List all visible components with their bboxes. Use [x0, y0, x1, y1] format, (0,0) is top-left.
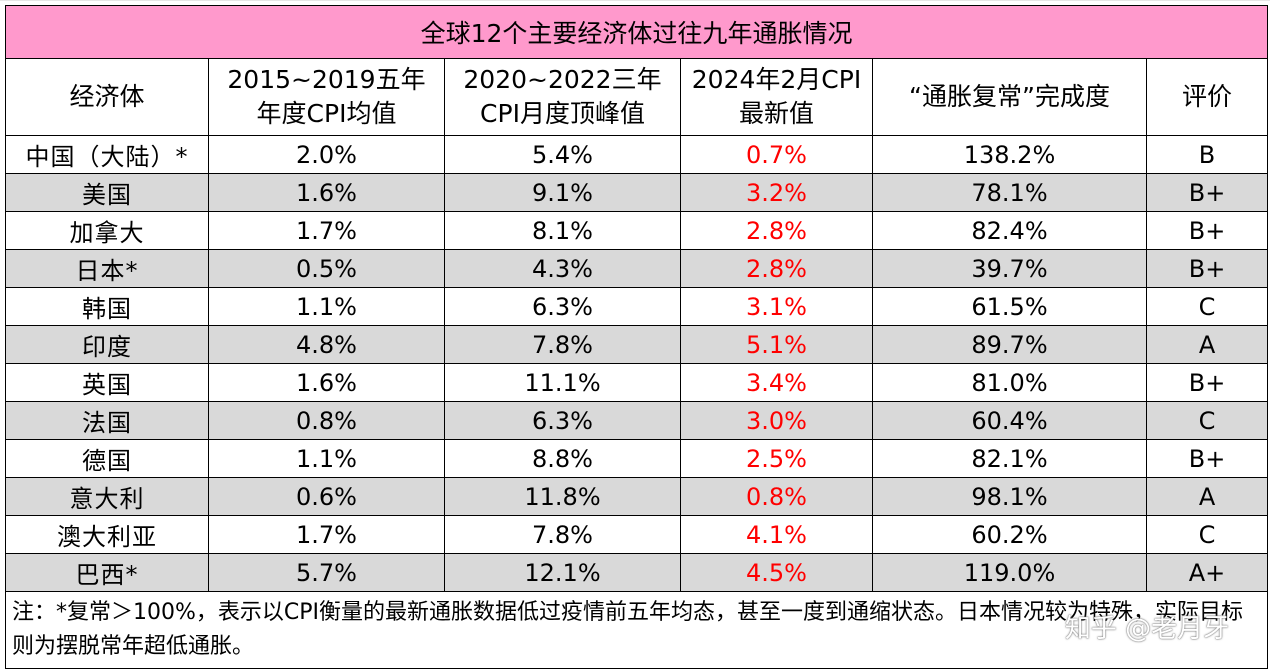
cell-completion: 60.2% [872, 515, 1147, 554]
cell-completion: 119.0% [872, 553, 1147, 592]
cell-latest-cpi: 3.0% [680, 401, 873, 440]
cell-grade: A [1145, 477, 1269, 516]
cell-grade: B+ [1145, 363, 1269, 402]
cell-avg-cpi: 0.6% [208, 477, 445, 516]
table-row: 加拿大 1.7% 8.1% 2.8% 82.4% B+ [5, 211, 1269, 250]
cell-grade: B+ [1145, 173, 1269, 212]
table-row: 印度 4.8% 7.8% 5.1% 89.7% A [5, 325, 1269, 364]
cell-avg-cpi: 1.6% [208, 173, 445, 212]
cell-avg-cpi: 1.7% [208, 515, 445, 554]
cell-economy: 印度 [5, 325, 209, 364]
cell-completion: 82.1% [872, 439, 1147, 478]
header-economy: 经济体 [5, 58, 209, 136]
table-row: 日本* 0.5% 4.3% 2.8% 39.7% B+ [5, 249, 1269, 288]
cell-peak-cpi: 11.8% [444, 477, 681, 516]
cell-completion: 78.1% [872, 173, 1147, 212]
table-row: 德国 1.1% 8.8% 2.5% 82.1% B+ [5, 439, 1269, 478]
cell-economy: 澳大利亚 [5, 515, 209, 554]
header-latest-cpi: 2024年2月CPI 最新值 [680, 58, 873, 136]
table-row: 英国 1.6% 11.1% 3.4% 81.0% B+ [5, 363, 1269, 402]
cell-peak-cpi: 4.3% [444, 249, 681, 288]
cell-avg-cpi: 1.1% [208, 287, 445, 326]
cell-grade: C [1145, 287, 1269, 326]
cell-peak-cpi: 11.1% [444, 363, 681, 402]
cell-peak-cpi: 9.1% [444, 173, 681, 212]
cell-economy: 法国 [5, 401, 209, 440]
cell-latest-cpi: 0.8% [680, 477, 873, 516]
cell-peak-cpi: 12.1% [444, 553, 681, 592]
cell-grade: A+ [1145, 553, 1269, 592]
cell-completion: 60.4% [872, 401, 1147, 440]
cell-avg-cpi: 2.0% [208, 135, 445, 174]
cell-avg-cpi: 1.6% [208, 363, 445, 402]
inflation-table: 全球12个主要经济体过往九年通胀情况 经济体 2015~2019五年 年度CPI均… [4, 5, 1269, 669]
title-row: 全球12个主要经济体过往九年通胀情况 [4, 5, 1269, 59]
table-row: 中国（大陆）* 2.0% 5.4% 0.7% 138.2% B [5, 135, 1269, 174]
cell-latest-cpi: 3.1% [680, 287, 873, 326]
cell-economy: 英国 [5, 363, 209, 402]
cell-avg-cpi: 1.1% [208, 439, 445, 478]
footnote-text: 注：*复常＞100%，表示以CPI衡量的最新通胀数据低过疫情前五年均态，甚至一度… [12, 600, 1244, 659]
cell-economy: 巴西* [5, 553, 209, 592]
watermark: 知乎 @老月牙 [1064, 614, 1230, 644]
cell-avg-cpi: 1.7% [208, 211, 445, 250]
cell-economy: 意大利 [5, 477, 209, 516]
cell-economy: 美国 [5, 173, 209, 212]
cell-completion: 39.7% [872, 249, 1147, 288]
cell-economy: 韩国 [5, 287, 209, 326]
table-row: 意大利 0.6% 11.8% 0.8% 98.1% A [5, 477, 1269, 516]
cell-latest-cpi: 4.5% [680, 553, 873, 592]
header-completion: “通胀复常”完成度 [872, 58, 1147, 136]
note-row: 注：*复常＞100%，表示以CPI衡量的最新通胀数据低过疫情前五年均态，甚至一度… [4, 591, 1269, 669]
cell-grade: C [1145, 515, 1269, 554]
cell-completion: 61.5% [872, 287, 1147, 326]
table-row: 韩国 1.1% 6.3% 3.1% 61.5% C [5, 287, 1269, 326]
cell-latest-cpi: 2.5% [680, 439, 873, 478]
table-title: 全球12个主要经济体过往九年通胀情况 [4, 5, 1269, 59]
cell-latest-cpi: 3.4% [680, 363, 873, 402]
header-avg-cpi: 2015~2019五年 年度CPI均值 [208, 58, 445, 136]
cell-economy: 加拿大 [5, 211, 209, 250]
table-row: 法国 0.8% 6.3% 3.0% 60.4% C [5, 401, 1269, 440]
cell-completion: 81.0% [872, 363, 1147, 402]
cell-economy: 日本* [5, 249, 209, 288]
cell-peak-cpi: 7.8% [444, 515, 681, 554]
cell-grade: A [1145, 325, 1269, 364]
cell-completion: 89.7% [872, 325, 1147, 364]
cell-completion: 138.2% [872, 135, 1147, 174]
cell-completion: 98.1% [872, 477, 1147, 516]
cell-latest-cpi: 5.1% [680, 325, 873, 364]
table-row: 巴西* 5.7% 12.1% 4.5% 119.0% A+ [5, 553, 1269, 592]
table-body: 中国（大陆）* 2.0% 5.4% 0.7% 138.2% B 美国 1.6% 9.1% 3.2%… [5, 135, 1269, 592]
cell-economy: 中国（大陆）* [5, 135, 209, 174]
cell-grade: C [1145, 401, 1269, 440]
cell-latest-cpi: 3.2% [680, 173, 873, 212]
cell-latest-cpi: 2.8% [680, 211, 873, 250]
cell-economy: 德国 [5, 439, 209, 478]
cell-grade: B+ [1145, 439, 1269, 478]
cell-avg-cpi: 0.5% [208, 249, 445, 288]
cell-avg-cpi: 4.8% [208, 325, 445, 364]
header-peak-cpi: 2020~2022三年 CPI月度顶峰值 [444, 58, 681, 136]
cell-grade: B [1145, 135, 1269, 174]
cell-latest-cpi: 0.7% [680, 135, 873, 174]
cell-grade: B+ [1145, 211, 1269, 250]
cell-peak-cpi: 7.8% [444, 325, 681, 364]
cell-avg-cpi: 0.8% [208, 401, 445, 440]
table-row: 澳大利亚 1.7% 7.8% 4.1% 60.2% C [5, 515, 1269, 554]
header-row: 经济体 2015~2019五年 年度CPI均值 2020~2022三年 CPI月度顶… [5, 58, 1269, 136]
footnote: 注：*复常＞100%，表示以CPI衡量的最新通胀数据低过疫情前五年均态，甚至一度… [4, 591, 1269, 669]
cell-avg-cpi: 5.7% [208, 553, 445, 592]
cell-peak-cpi: 5.4% [444, 135, 681, 174]
cell-grade: B+ [1145, 249, 1269, 288]
cell-latest-cpi: 4.1% [680, 515, 873, 554]
cell-peak-cpi: 8.8% [444, 439, 681, 478]
header-grade: 评价 [1145, 58, 1269, 136]
cell-latest-cpi: 2.8% [680, 249, 873, 288]
cell-peak-cpi: 8.1% [444, 211, 681, 250]
cell-peak-cpi: 6.3% [444, 401, 681, 440]
table-row: 美国 1.6% 9.1% 3.2% 78.1% B+ [5, 173, 1269, 212]
cell-peak-cpi: 6.3% [444, 287, 681, 326]
cell-completion: 82.4% [872, 211, 1147, 250]
